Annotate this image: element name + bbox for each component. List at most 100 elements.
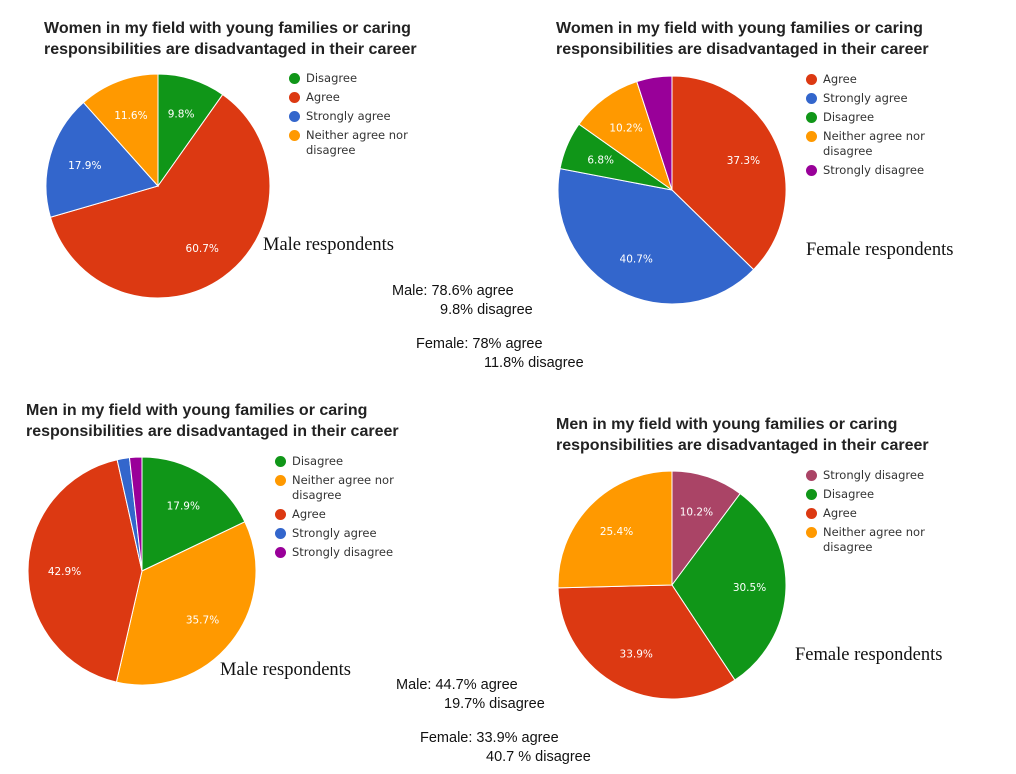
chart-4-pie: 10.2% 30.5% 33.9% 25.4%	[557, 470, 787, 700]
legend-label: Strongly agree	[292, 526, 377, 540]
legend-item-agree: Agree	[275, 507, 394, 522]
bottom-female-summary-agree: Female: 33.9% agree	[420, 730, 559, 746]
legend-item-disagree: Disagree	[275, 454, 394, 469]
top-male-summary-agree: Male: 78.6% agree	[392, 283, 514, 299]
pie-slice-strongly-agree	[45, 101, 159, 218]
chart-2-respondents-label: Female respondents	[806, 240, 954, 260]
legend-swatch	[275, 547, 286, 558]
legend-label: Strongly agree	[823, 91, 908, 105]
legend-label: Disagree	[292, 454, 344, 468]
legend-item-strongly-disagree: Strongly disagree	[275, 545, 394, 560]
legend-swatch	[806, 93, 817, 104]
pie-slice-strongly-disagree	[671, 470, 741, 587]
legend-label: Disagree	[823, 110, 875, 124]
slice-label-neither-agree-nor-disagree: 25.4%	[600, 526, 633, 538]
legend-swatch	[806, 470, 817, 481]
bottom-female-summary-disagree: 40.7 % disagree	[486, 749, 591, 765]
legend-item-agree: Agree	[806, 72, 925, 87]
legend-label: Neither agree nor disagree	[292, 473, 394, 502]
chart-1-title: Women in my field with young families or…	[44, 20, 417, 58]
legend-item-neither-agree-nor-disagree: Neither agree nor disagree	[806, 525, 925, 555]
chart-3-respondents-label: Male respondents	[220, 660, 352, 680]
legend-swatch	[289, 73, 300, 84]
legend-label: Agree	[292, 507, 326, 521]
legend-item-strongly-agree: Strongly agree	[275, 526, 394, 541]
pie-slice-neither-agree-nor-disagree	[578, 80, 673, 192]
slice-label-neither-agree-nor-disagree: 10.2%	[609, 123, 642, 135]
legend-swatch	[806, 527, 817, 538]
legend-swatch	[806, 131, 817, 142]
pie-slice-strongly-agree	[557, 168, 755, 305]
legend-swatch	[289, 92, 300, 103]
bottom-male-summary-disagree: 19.7% disagree	[444, 696, 545, 712]
legend-item-disagree: Disagree	[289, 71, 408, 86]
slice-label-agree: 60.7%	[186, 243, 219, 255]
legend-swatch	[275, 528, 286, 539]
pie-slice-strongly-disagree	[636, 75, 673, 191]
chart-3-title: Men in my field with young families or c…	[26, 402, 399, 440]
pie-slice-agree	[557, 584, 736, 700]
slice-label-disagree: 30.5%	[733, 582, 766, 594]
legend-label: Disagree	[823, 487, 875, 501]
legend-label: Strongly agree	[306, 109, 391, 123]
slice-label-agree: 33.9%	[620, 649, 653, 661]
legend-label: Strongly disagree	[823, 163, 925, 177]
slice-label-neither-agree-nor-disagree: 35.7%	[186, 615, 219, 627]
slice-label-disagree: 6.8%	[587, 155, 614, 167]
chart-1-pie: 9.8% 60.7% 17.9% 11.6%	[45, 73, 271, 299]
bottom-male-summary-agree: Male: 44.7% agree	[396, 677, 518, 693]
slice-label-disagree: 9.8%	[168, 108, 195, 120]
legend-swatch	[289, 111, 300, 122]
chart-3-legend: Disagree Neither agree nor disagree Agree S…	[275, 454, 394, 564]
chart-4-title: Men in my field with young families or c…	[556, 416, 929, 454]
pie-slice-agree	[671, 75, 787, 271]
chart-2-legend: Agree Strongly agree Disagree Neither agree…	[806, 72, 925, 182]
top-female-summary-agree: Female: 78% agree	[416, 336, 543, 352]
chart-2-pie: 37.3% 40.7% 6.8% 10.2%	[557, 75, 787, 305]
top-female-summary-disagree: 11.8% disagree	[484, 355, 584, 371]
legend-swatch	[806, 489, 817, 500]
legend-item-strongly-agree: Strongly agree	[806, 91, 925, 106]
slice-label-strongly-disagree: 10.2%	[680, 506, 713, 518]
pie-slice-disagree	[671, 492, 787, 681]
slice-label-agree: 37.3%	[727, 155, 760, 167]
pie-slice-neither-agree-nor-disagree	[557, 470, 673, 589]
legend-label: Agree	[306, 90, 340, 104]
legend-swatch	[275, 475, 286, 486]
legend-label: Agree	[823, 506, 857, 520]
pie-slice-disagree	[141, 456, 246, 572]
legend-item-agree: Agree	[289, 90, 408, 105]
pie-slice-neither-agree-nor-disagree	[82, 73, 159, 188]
legend-item-agree: Agree	[806, 506, 925, 521]
pie-slice-agree	[27, 459, 143, 683]
legend-swatch	[289, 130, 300, 141]
chart-4-legend: Strongly disagree Disagree Agree Neither ag…	[806, 468, 925, 559]
chart-2-title: Women in my field with young families or…	[556, 20, 929, 58]
pie-slice-strongly-disagree	[128, 456, 143, 572]
legend-item-disagree: Disagree	[806, 487, 925, 502]
chart-4-respondents-label: Female respondents	[795, 645, 943, 665]
pie-slice-agree	[49, 93, 271, 299]
legend-label: Neither agree nor disagree	[823, 525, 925, 554]
legend-label: Neither agree nor disagree	[306, 128, 408, 157]
pie-slice-neither-agree-nor-disagree	[115, 521, 257, 686]
legend-label: Disagree	[306, 71, 358, 85]
slice-label-strongly-agree: 17.9%	[68, 160, 101, 172]
legend-item-strongly-disagree: Strongly disagree	[806, 468, 925, 483]
legend-item-strongly-agree: Strongly agree	[289, 109, 408, 124]
chart-3-pie: 17.9% 35.7% 42.9%	[27, 456, 257, 686]
slice-label-strongly-agree: 40.7%	[620, 254, 653, 266]
legend-label: Strongly disagree	[823, 468, 925, 482]
legend-swatch	[806, 74, 817, 85]
legend-swatch	[806, 508, 817, 519]
legend-item-neither-agree-nor-disagree: Neither agree nor disagree	[806, 129, 925, 159]
legend-swatch	[806, 165, 817, 176]
legend-label: Strongly disagree	[292, 545, 394, 559]
chart-1-legend: Disagree Agree Strongly agree Neither agree…	[289, 71, 408, 162]
legend-item-neither-agree-nor-disagree: Neither agree nor disagree	[275, 473, 394, 503]
slice-label-neither-agree-nor-disagree: 11.6%	[114, 110, 147, 122]
legend-swatch	[806, 112, 817, 123]
legend-item-disagree: Disagree	[806, 110, 925, 125]
slice-label-disagree: 17.9%	[167, 500, 200, 512]
legend-item-strongly-disagree: Strongly disagree	[806, 163, 925, 178]
